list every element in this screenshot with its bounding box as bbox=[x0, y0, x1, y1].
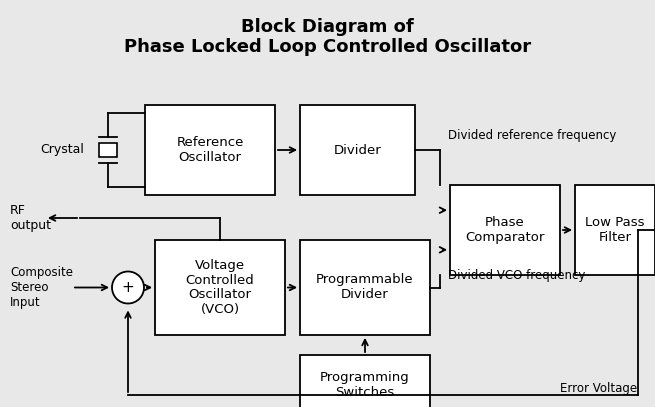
Circle shape bbox=[112, 271, 144, 304]
Bar bbox=[300, 240, 430, 335]
Text: Divided reference frequency: Divided reference frequency bbox=[448, 129, 616, 142]
Text: Low Pass
Filter: Low Pass Filter bbox=[586, 216, 645, 244]
Text: +: + bbox=[122, 280, 134, 295]
Bar bbox=[300, 105, 415, 195]
Bar bbox=[99, 143, 117, 157]
Text: Divided VCO frequency: Divided VCO frequency bbox=[448, 269, 586, 282]
Text: Crystal: Crystal bbox=[40, 144, 84, 157]
Bar bbox=[145, 105, 275, 195]
Bar bbox=[450, 185, 560, 275]
Bar bbox=[575, 185, 655, 275]
Bar bbox=[300, 355, 430, 407]
Text: Voltage
Controlled
Oscillator
(VCO): Voltage Controlled Oscillator (VCO) bbox=[185, 258, 254, 317]
Text: RF
output: RF output bbox=[10, 204, 51, 232]
Text: Programming
Switches: Programming Switches bbox=[320, 371, 410, 399]
Bar bbox=[155, 240, 285, 335]
Text: Reference
Oscillator: Reference Oscillator bbox=[176, 136, 244, 164]
Text: Block Diagram of: Block Diagram of bbox=[241, 18, 414, 36]
Text: Composite
Stereo
Input: Composite Stereo Input bbox=[10, 266, 73, 309]
Text: Phase
Comparator: Phase Comparator bbox=[465, 216, 545, 244]
Text: Phase Locked Loop Controlled Oscillator: Phase Locked Loop Controlled Oscillator bbox=[124, 38, 531, 56]
Text: Programmable
Divider: Programmable Divider bbox=[316, 274, 414, 302]
Text: Divider: Divider bbox=[333, 144, 381, 157]
Text: Error Voltage: Error Voltage bbox=[560, 382, 637, 395]
